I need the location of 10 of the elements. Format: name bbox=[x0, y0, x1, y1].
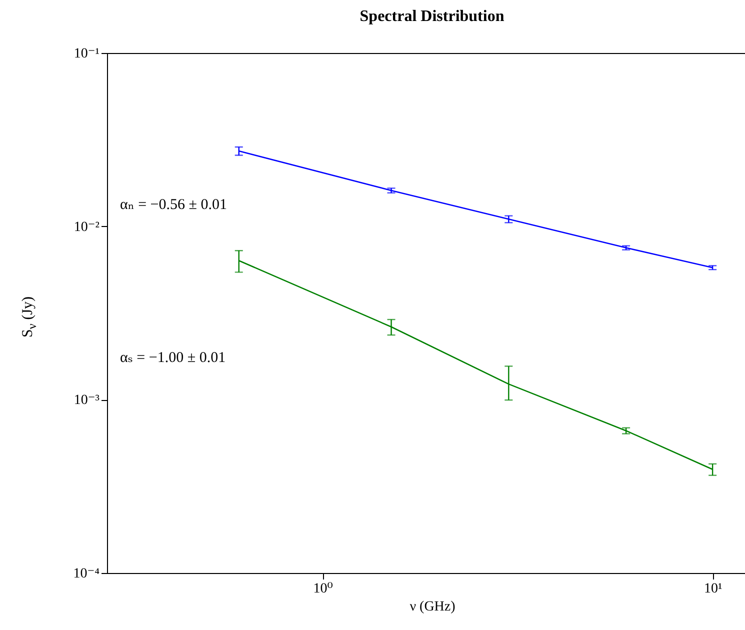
y-tick-label: 10⁻² bbox=[74, 220, 100, 235]
annotation: αₛ = −1.00 ± 0.01 bbox=[120, 349, 226, 367]
x-tick-label: 10¹ bbox=[704, 582, 722, 596]
y-tick-label: 10⁻¹ bbox=[74, 46, 100, 62]
x-tick-label: 10⁰ bbox=[313, 582, 334, 596]
x-axis-title: ν (GHz) bbox=[410, 600, 456, 614]
annotation: αₙ = −0.56 ± 0.01 bbox=[120, 196, 227, 214]
y-tick-label: 10⁻⁴ bbox=[73, 566, 100, 582]
chart-title: Spectral Distribution bbox=[360, 8, 504, 25]
y-tick-label: 10⁻³ bbox=[74, 393, 100, 408]
